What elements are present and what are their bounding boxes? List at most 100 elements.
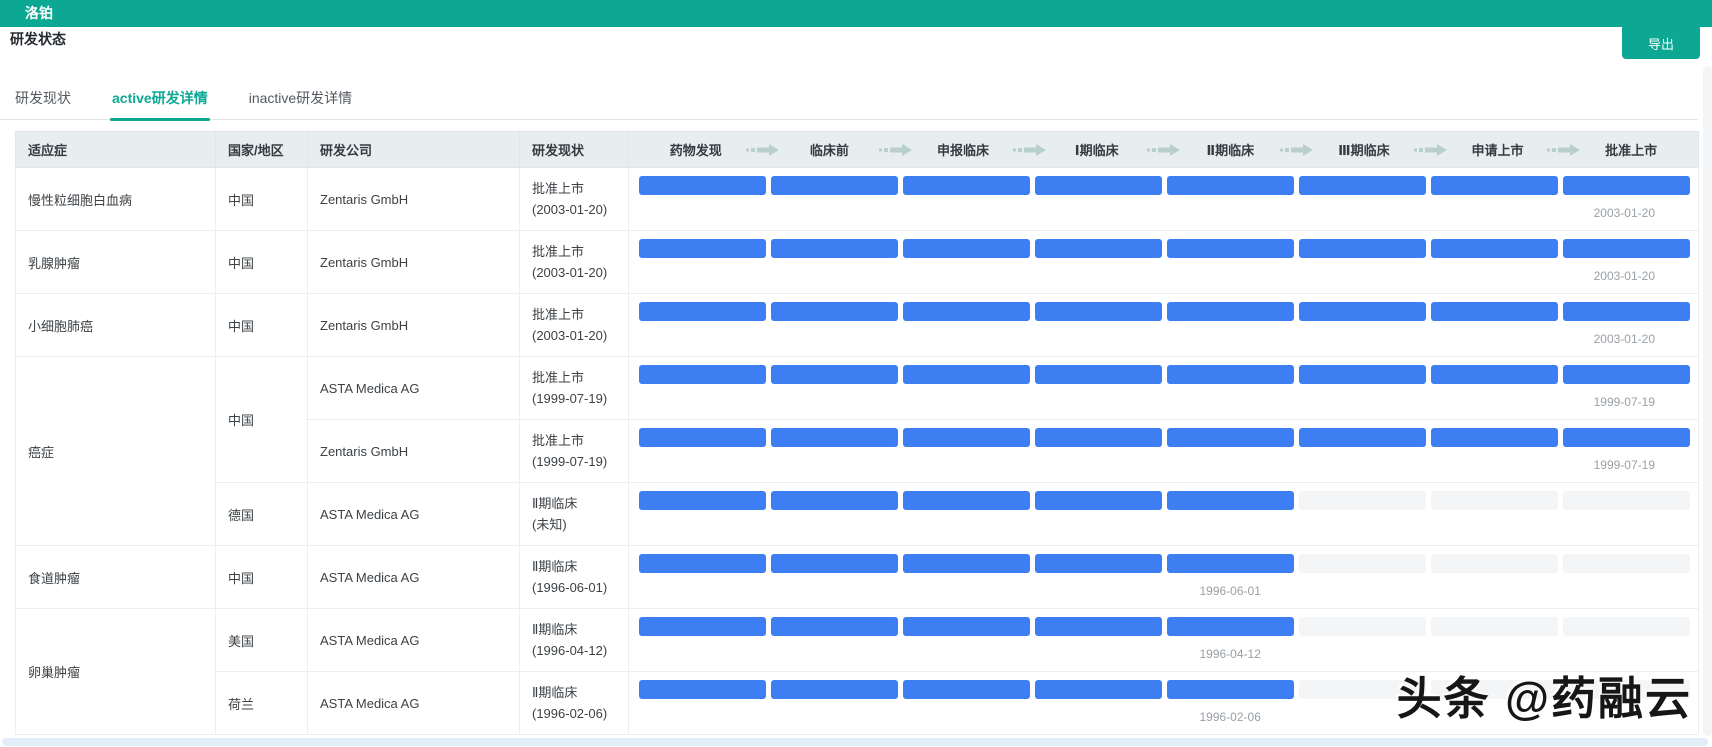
- indication-cell: 食道肿瘤: [15, 545, 216, 609]
- indication-cell: 乳腺肿瘤: [15, 230, 216, 294]
- status-date: (1999-07-19): [532, 454, 608, 469]
- stage-segment: [639, 680, 766, 699]
- stage-segment: [639, 428, 766, 447]
- status-date: (1996-02-06): [532, 706, 608, 721]
- indication-cell: 癌症: [15, 356, 216, 546]
- status-cell: Ⅱ期临床 (1996-02-06): [519, 671, 629, 735]
- stage-segment: [1299, 554, 1426, 573]
- tab-active[interactable]: active研发详情: [110, 88, 210, 121]
- stage-arrow-icon: [1012, 143, 1047, 156]
- stage-segment: [1299, 491, 1426, 510]
- status-date: (未知): [532, 517, 567, 532]
- watermark: 头条 @药融云: [1396, 673, 1692, 724]
- company-cell: ASTA Medica AG: [307, 482, 520, 546]
- stage-segment: [771, 680, 898, 699]
- stage-segment: [1035, 617, 1162, 636]
- horizontal-scrollbar[interactable]: [2, 738, 1708, 746]
- stage-segment: [1299, 302, 1426, 321]
- status-stage: 批准上市: [532, 181, 585, 196]
- company-cell: Zentaris GmbH: [307, 293, 520, 357]
- pipeline-bar: [639, 239, 1690, 258]
- stage-segment: [1431, 680, 1558, 699]
- company-cell: ASTA Medica AG: [307, 671, 520, 735]
- stage-segment: [639, 554, 766, 573]
- stage-segment: [1431, 617, 1558, 636]
- stage-arrow-icon: [1280, 143, 1314, 156]
- company-cell: Zentaris GmbH: [307, 230, 520, 294]
- pipeline-bar: [639, 428, 1690, 447]
- stage-segment: [771, 491, 898, 510]
- stage-segment: [903, 680, 1030, 699]
- tab-item[interactable]: inactive研发详情: [248, 90, 353, 106]
- table-row: 慢性粒细胞白血病 中国 Zentaris GmbH 批准上市 (2003-01-20) 2…: [15, 167, 1699, 231]
- stage-segment: [1167, 554, 1294, 573]
- window-title-bar: 洛铂: [0, 0, 1712, 27]
- country-cell: 中国: [215, 230, 308, 294]
- stage-segment: [1167, 428, 1294, 447]
- stage-segment: [1167, 239, 1294, 258]
- stage-segment: [1167, 176, 1294, 195]
- stage-arrow-icon: [879, 143, 913, 156]
- stage-segment: [1035, 491, 1162, 510]
- tab-bar: 研发现状 active研发详情 inactive研发详情: [0, 88, 1698, 121]
- stage-segment: [1167, 365, 1294, 384]
- vertical-scrollbar[interactable]: [1703, 66, 1712, 736]
- stage-segment: [903, 302, 1030, 321]
- status-date: (2003-01-20): [532, 265, 608, 280]
- stage-segment: [1431, 365, 1558, 384]
- country-cell: 中国: [215, 293, 308, 357]
- status-stage: 批准上市: [532, 307, 585, 322]
- stage-segment: [771, 302, 898, 321]
- tab-item[interactable]: 研发现状: [15, 90, 71, 106]
- stage-segment: [1035, 302, 1162, 321]
- status-cell: Ⅱ期临床 (未知): [519, 482, 629, 546]
- stage-label: 批准上市: [1605, 143, 1658, 158]
- col-header-indication: 适应症: [15, 131, 216, 168]
- pipeline-cell: [628, 482, 1699, 546]
- stage-segment: [1431, 428, 1558, 447]
- pipeline-bar: [639, 491, 1690, 510]
- stage-segment: [1035, 239, 1162, 258]
- status-stage: 批准上市: [532, 244, 585, 259]
- col-header-company: 研发公司: [307, 131, 520, 168]
- company-cell: Zentaris GmbH: [307, 419, 520, 483]
- stage-segment: [1431, 554, 1558, 573]
- status-date: (2003-01-20): [532, 328, 608, 343]
- export-button[interactable]: 导出: [1622, 27, 1700, 59]
- col-header-stages: 药物发现 临床前 申报临床 Ⅰ期临床 Ⅱ期临床 Ⅲ期临床 申请上市 批准上市: [628, 131, 1699, 168]
- stage-segment: [639, 365, 766, 384]
- country-cell: 德国: [215, 482, 308, 546]
- stage-segment: [1431, 176, 1558, 195]
- stage-segment: [1035, 365, 1162, 384]
- stage-label: 药物发现: [669, 143, 722, 158]
- status-cell: 批准上市 (2003-01-20): [519, 230, 629, 294]
- col-header-status: 研发现状: [519, 131, 629, 168]
- country-cell: 中国: [215, 545, 308, 609]
- stage-segment: [1563, 428, 1690, 447]
- stage-arrow-icon: [1547, 143, 1581, 156]
- company-cell: ASTA Medica AG: [307, 608, 520, 672]
- stage-segment: [1563, 176, 1690, 195]
- stage-segment: [1431, 302, 1558, 321]
- stage-segment: [903, 554, 1030, 573]
- stage-segment: [903, 617, 1030, 636]
- status-cell: 批准上市 (2003-01-20): [519, 167, 629, 231]
- table-header-row: 适应症 国家/地区 研发公司 研发现状 药物发现 临床前 申报临床 Ⅰ期临床 Ⅱ期临床 Ⅲ…: [15, 131, 1699, 168]
- table-row: 癌症 中国 ASTA Medica AG 批准上市 (1999-07-19) 1999-0…: [15, 356, 1699, 546]
- status-cell: 批准上市 (2003-01-20): [519, 293, 629, 357]
- country-cell: 荷兰: [215, 671, 308, 735]
- indication-cell: 小细胞肺癌: [15, 293, 216, 357]
- stage-segment: [771, 428, 898, 447]
- stage-segment: [1299, 680, 1426, 699]
- stage-segment: [639, 302, 766, 321]
- stage-segment: [1035, 554, 1162, 573]
- stage-segment: [771, 554, 898, 573]
- window-title: 洛铂: [25, 5, 53, 21]
- status-stage: 批准上市: [532, 433, 585, 448]
- status-date: (1996-04-12): [532, 643, 608, 658]
- pipeline-cell: 1996-02-06: [628, 671, 1699, 735]
- stage-label: Ⅱ期临床: [1206, 143, 1255, 158]
- stage-segment: [1167, 617, 1294, 636]
- stage-segment: [639, 617, 766, 636]
- pipeline-cell: 2003-01-20: [628, 293, 1699, 357]
